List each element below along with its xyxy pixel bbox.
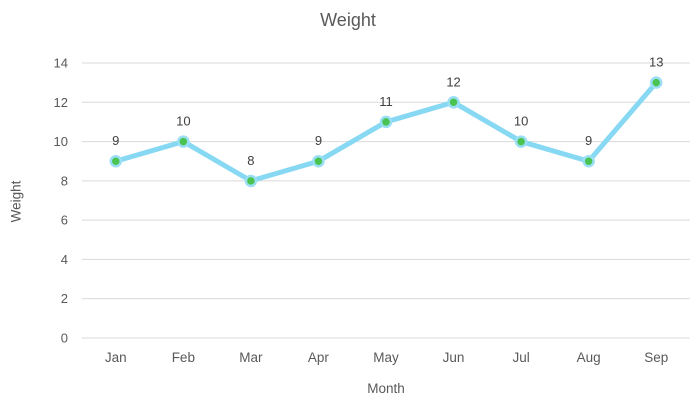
data-point-marker	[379, 115, 393, 129]
x-tick-label: Jun	[443, 350, 465, 365]
data-point-marker	[582, 154, 595, 168]
data-label: 9	[585, 133, 592, 148]
data-point-marker	[177, 135, 190, 148]
data-label: 8	[247, 153, 254, 168]
y-tick-label: 14	[54, 56, 68, 71]
data-label: 13	[649, 55, 663, 70]
x-tick-label: Aug	[577, 350, 601, 365]
data-point-marker	[109, 154, 123, 168]
x-tick-label: Jul	[512, 350, 529, 365]
y-tick-label: 12	[54, 95, 68, 110]
data-label: 10	[514, 114, 528, 129]
y-tick-label: 0	[61, 331, 68, 346]
data-point-marker	[447, 96, 460, 109]
data-label: 12	[446, 74, 460, 89]
x-tick-label: May	[373, 350, 399, 365]
x-axis-title: Month	[367, 381, 405, 396]
data-point-marker	[312, 154, 325, 168]
data-label: 9	[112, 133, 119, 148]
x-tick-label: Mar	[239, 350, 263, 365]
data-point-marker	[244, 174, 258, 188]
x-tick-label: Jan	[105, 350, 127, 365]
y-tick-label: 2	[61, 291, 68, 306]
x-tick-label: Apr	[308, 350, 330, 365]
data-label: 9	[315, 133, 322, 148]
chart-title: Weight	[320, 10, 376, 30]
y-axis-title: Weight	[8, 180, 24, 223]
x-tick-label: Feb	[172, 350, 195, 365]
y-tick-label: 4	[61, 252, 68, 267]
y-tick-label: 10	[54, 134, 68, 149]
x-tick-label: Sep	[644, 350, 668, 365]
y-tick-label: 6	[61, 213, 68, 228]
data-point-marker	[514, 135, 528, 148]
y-tick-label: 8	[61, 173, 68, 188]
data-point-marker	[649, 76, 663, 89]
data-label: 11	[379, 94, 393, 109]
data-label: 10	[176, 114, 190, 129]
